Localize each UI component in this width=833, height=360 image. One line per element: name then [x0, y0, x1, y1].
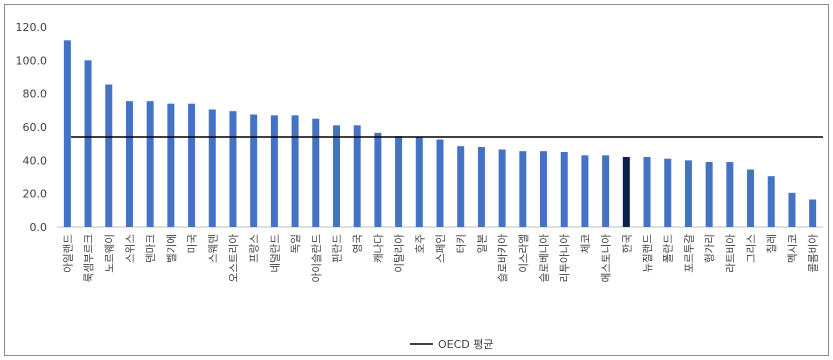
bar — [602, 155, 610, 227]
bar — [84, 60, 92, 227]
category-label: 스웨덴 — [207, 234, 219, 263]
category-label: 캐나다 — [373, 234, 385, 263]
category-label: 프랑스 — [249, 234, 261, 263]
category-label: 네덜란드 — [269, 234, 281, 273]
category-label: 일본 — [475, 234, 488, 254]
category-label: 영국 — [352, 234, 364, 254]
legend-label: OECD 평균 — [438, 338, 494, 351]
bar — [374, 132, 382, 227]
category-labels: 아일랜드 룩셈부르크 노르웨이 스위스 덴마크 벨기에 미국 스웨덴 오스트리아 프랑스 네덜란드 독… — [61, 234, 819, 283]
category-label: 이탈리아 — [393, 234, 406, 273]
bar — [519, 151, 527, 227]
chart-frame: 0.0 20.0 40.0 60.0 80.0 100.0 120.0 아일랜드 룩셈부르크 노… — [4, 4, 829, 356]
category-label: 에스토니아 — [601, 234, 613, 283]
category-label: 리투아니아 — [559, 234, 571, 283]
bar — [726, 162, 734, 227]
bar — [809, 199, 817, 227]
y-tick-label: 120.0 — [16, 21, 48, 34]
bar — [208, 109, 216, 227]
y-tick-label: 60.0 — [23, 121, 48, 134]
bar — [705, 162, 713, 227]
bar — [560, 152, 568, 227]
category-label: 이스라엘 — [517, 234, 530, 273]
category-label: 헝가리 — [704, 234, 716, 263]
y-tick-label: 40.0 — [23, 154, 48, 167]
category-label: 콜롬비아 — [808, 234, 820, 273]
bar — [747, 169, 755, 227]
category-label: 아이슬란드 — [311, 234, 323, 283]
category-label: 핀란드 — [331, 234, 343, 263]
bar — [540, 151, 548, 227]
category-label: 그리스 — [746, 234, 758, 263]
bar — [581, 155, 589, 227]
category-label: 호주 — [414, 234, 426, 254]
category-label: 덴마크 — [145, 234, 157, 263]
category-label: 오스트리아 — [228, 234, 240, 283]
bar — [684, 160, 692, 227]
bar — [664, 158, 672, 227]
bar — [105, 84, 113, 227]
category-label: 폴란드 — [663, 234, 675, 263]
bar — [477, 147, 485, 227]
y-tick-label: 0.0 — [30, 221, 48, 234]
bar — [63, 40, 71, 227]
bar — [229, 111, 237, 227]
category-label: 라트비아 — [725, 234, 737, 273]
bars — [63, 40, 817, 227]
bar — [415, 137, 423, 227]
category-label: 노르웨이 — [104, 234, 116, 273]
bar — [436, 139, 444, 227]
bar — [146, 101, 154, 227]
bar — [395, 136, 403, 227]
bar — [332, 125, 340, 227]
bar — [767, 176, 775, 227]
legend: OECD 평균 — [410, 338, 494, 351]
category-label: 포르투갈 — [682, 234, 695, 273]
bar — [125, 101, 133, 227]
bar — [788, 192, 796, 227]
bar — [457, 146, 465, 227]
category-label: 독일 — [289, 234, 302, 253]
y-tick-label: 20.0 — [23, 188, 48, 201]
bar — [353, 125, 361, 227]
category-label: 아일랜드 — [61, 234, 74, 273]
bar — [270, 115, 278, 227]
y-tick-label: 100.0 — [16, 54, 48, 67]
bar-chart: 0.0 20.0 40.0 60.0 80.0 100.0 120.0 아일랜드 룩셈부르크 노… — [16, 21, 823, 351]
category-label: 칠레 — [766, 234, 778, 253]
category-label: 벨기에 — [166, 234, 178, 263]
bar — [643, 157, 651, 227]
bar — [291, 115, 299, 227]
bar — [498, 149, 506, 227]
category-label: 멕시코 — [787, 234, 799, 263]
bar — [250, 114, 258, 227]
bar — [167, 103, 175, 227]
category-label: 룩셈부르크 — [83, 234, 95, 283]
bar — [188, 103, 196, 227]
category-label: 스페인 — [435, 234, 447, 263]
category-label: 슬로베니아 — [539, 234, 551, 283]
category-label: 체코 — [580, 234, 592, 254]
bar-highlighted — [622, 157, 630, 227]
category-label: 미국 — [187, 234, 199, 254]
category-label: 스위스 — [123, 234, 136, 263]
category-label: 터키 — [456, 234, 468, 253]
category-label: 뉴질랜드 — [642, 234, 654, 273]
category-label: 한국 — [621, 234, 633, 254]
category-label: 슬로바키아 — [497, 234, 509, 283]
bar — [312, 118, 320, 227]
y-tick-label: 80.0 — [23, 88, 48, 101]
